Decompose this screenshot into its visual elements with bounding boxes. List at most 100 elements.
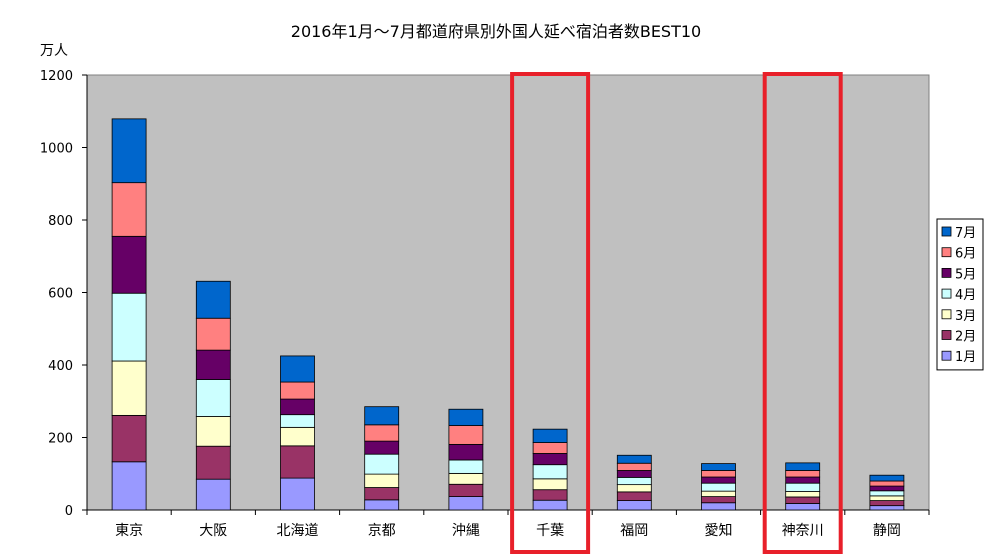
bar-segment-10-1 [869,505,905,511]
bar-segment-10-2 [869,500,905,507]
highlight-box-2 [762,72,843,554]
legend: 7月 6月 5月 4月 3月 2月 1月 [936,218,984,371]
bar-segment-2-1 [195,478,231,511]
bar-segment-5-5 [448,443,484,461]
bar-segment-6-1 [532,499,568,511]
bar-segment-3-5 [280,398,315,416]
bar-segment-6-2 [532,489,568,501]
bar-segment-5-6 [448,425,484,445]
bar-segment-6-7 [532,428,568,443]
legend-swatch-2 [941,330,952,340]
y-tick-label-200: 200 [48,432,73,447]
chart-title: 2016年1月～7月都道府県別外国人延べ宿泊者数BEST10 [291,22,701,41]
bar-segment-1-1 [111,461,147,511]
legend-label-6: 6月 [955,247,976,262]
bar-segment-10-7 [869,474,905,482]
bar-segment-3-4 [280,414,315,428]
bar-segment-4-5 [364,440,400,455]
bar-segment-5-2 [448,483,484,497]
bar-segment-10-6 [869,480,905,487]
bar-segment-10-5 [869,485,905,492]
bar-segment-4-6 [364,424,400,442]
legend-swatch-1 [941,350,952,361]
legend-label-1: 1月 [955,350,976,365]
bar-segment-9-4 [785,482,821,492]
bar-segment-2-6 [195,317,231,351]
bar-segment-4-7 [364,406,400,426]
legend-label-4: 4月 [955,288,976,303]
x-tick-label-10: 静岡 [873,523,901,539]
bar-segment-1-6 [111,182,147,237]
x-tick-label-2: 大阪 [199,523,227,539]
x-tick-label-3: 北海道 [277,523,319,539]
bar-segment-9-6 [785,470,821,478]
legend-label-5: 5月 [955,267,976,282]
bar-segment-2-2 [195,445,231,480]
x-tick-label-5: 沖縄 [452,523,480,539]
bar-segment-7-5 [616,470,652,478]
bar-segment-1-4 [111,292,147,362]
bar-segment-5-1 [448,496,484,511]
bar-segment-5-3 [448,472,484,485]
bar-segment-3-3 [280,426,315,447]
bar-segment-8-5 [701,476,736,484]
bar-segment-1-5 [111,235,147,294]
y-tick-label-400: 400 [48,359,73,374]
bar-segment-3-7 [280,355,315,383]
bar-segment-5-7 [448,408,484,426]
bar-segment-3-6 [280,381,315,400]
bar-segment-2-5 [195,349,231,380]
bar-segment-5-4 [448,459,484,474]
bar-segment-9-1 [785,503,821,511]
bar-segment-3-1 [280,477,315,511]
y-tick-label-600: 600 [48,287,73,302]
bar-segment-8-6 [701,470,736,478]
bar-segment-2-3 [195,416,231,447]
y-tick-label-1200: 1200 [40,69,73,84]
bar-segment-10-3 [869,495,905,501]
bar-segment-7-4 [616,476,652,486]
bar-segment-8-4 [701,482,736,492]
bar-segment-1-3 [111,360,147,416]
legend-label-3: 3月 [955,309,976,324]
legend-swatch-5 [941,267,952,278]
bar-segment-7-2 [616,491,652,501]
bar-segment-9-7 [785,462,821,471]
x-tick-label-4: 京都 [368,523,396,539]
bar-segment-7-1 [616,500,652,511]
x-tick-label-6: 千葉 [536,523,564,539]
bar-segment-1-7 [111,118,147,184]
x-tick-label-9: 神奈川 [782,523,824,539]
bar-segment-9-2 [785,496,821,504]
bar-segment-4-3 [364,473,400,488]
bar-segment-4-4 [364,453,400,475]
bar-segment-2-7 [195,280,231,319]
y-tick-label-1000: 1000 [40,142,73,157]
legend-label-7: 7月 [955,226,976,241]
y-tick-label-800: 800 [48,214,73,229]
bar-segment-1-2 [111,414,147,463]
highlight-box-1 [510,72,591,554]
legend-swatch-4 [941,288,952,299]
plot-area: 0 200 400 600 800 1000 1200 東京 大阪 北海道 京都 沖縄 千葉 福岡 愛知 神奈… [40,69,930,554]
bar-segment-3-2 [280,445,315,479]
legend-swatch-6 [941,247,952,258]
bar-segment-4-1 [364,499,400,511]
bar-segment-6-6 [532,442,568,454]
y-axis-unit-label: 万人 [40,43,68,59]
bar-segment-6-4 [532,464,568,480]
bar-segment-2-4 [195,379,231,417]
bar-segment-6-3 [532,478,568,491]
y-tick-label-0: 0 [65,504,73,519]
bar-segment-8-2 [701,496,736,504]
bar-segment-7-6 [616,462,652,471]
bar-segment-8-3 [701,490,736,497]
legend-label-2: 2月 [955,330,976,345]
bar-segment-10-4 [869,490,905,497]
bar-segment-9-3 [785,491,821,498]
bar-segment-7-3 [616,484,652,493]
bar-segment-9-5 [785,476,821,484]
bar-segment-8-1 [701,502,736,511]
